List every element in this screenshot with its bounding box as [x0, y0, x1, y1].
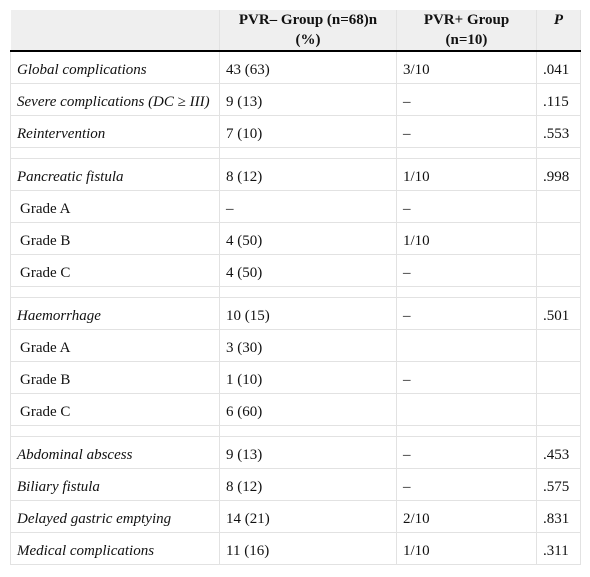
- cell: .311: [536, 532, 581, 565]
- cell: 2/10: [396, 500, 537, 533]
- row-label: Grade C: [10, 254, 220, 287]
- spacer-row: [10, 425, 581, 437]
- cell: [536, 361, 581, 394]
- header-row: PVR– Group (n=68)n (%) PVR+ Group (n=10)…: [10, 10, 581, 52]
- header-cell: PVR+ Group (n=10): [396, 10, 537, 52]
- cell: .453: [536, 436, 581, 469]
- table-body: Global complications 43 (63) 3/10.041 Sever…: [10, 50, 581, 565]
- spacer-cell: [219, 147, 397, 159]
- cell: 1/10: [396, 532, 537, 565]
- cell: 7 (10): [219, 115, 397, 148]
- cell: –: [396, 297, 537, 330]
- cell: 14 (21): [219, 500, 397, 533]
- spacer-cell: [396, 286, 537, 298]
- cell: [536, 329, 581, 362]
- table-row: Delayed gastric emptying 14 (21) 2/10.831: [10, 500, 581, 533]
- row-label: Haemorrhage: [10, 297, 220, 330]
- row-label: Reintervention: [10, 115, 220, 148]
- spacer-row: [10, 147, 581, 159]
- cell: [536, 222, 581, 255]
- table-row: Pancreatic fistula 8 (12) 1/10.998: [10, 158, 581, 191]
- table-row: Haemorrhage 10 (15) – .501: [10, 297, 581, 330]
- cell: .115: [536, 83, 581, 116]
- row-label: Delayed gastric emptying: [10, 500, 220, 533]
- table-row: Grade A – –: [10, 190, 581, 223]
- cell: [396, 329, 537, 362]
- cell: .575: [536, 468, 581, 501]
- spacer-cell: [396, 147, 537, 159]
- cell: –: [396, 115, 537, 148]
- cell: 8 (12): [219, 468, 397, 501]
- header-cell: P: [536, 10, 581, 52]
- cell: [536, 190, 581, 223]
- cell: –: [396, 190, 537, 223]
- cell: 9 (13): [219, 83, 397, 116]
- table-row: Global complications 43 (63) 3/10.041: [10, 50, 581, 84]
- cell: .553: [536, 115, 581, 148]
- spacer-cell: [219, 425, 397, 437]
- cell: .831: [536, 500, 581, 533]
- spacer-cell: [396, 425, 537, 437]
- header-cell: [10, 10, 220, 52]
- row-label: Biliary fistula: [10, 468, 220, 501]
- spacer-cell: [536, 425, 581, 437]
- spacer-cell: [10, 286, 220, 298]
- cell: .998: [536, 158, 581, 191]
- row-label: Grade A: [10, 329, 220, 362]
- cell: .041: [536, 50, 581, 84]
- cell: 1/10: [396, 158, 537, 191]
- spacer-cell: [536, 147, 581, 159]
- row-label: Grade B: [10, 222, 220, 255]
- spacer-cell: [10, 147, 220, 159]
- cell: 3/10: [396, 50, 537, 84]
- table-row: Reintervention 7 (10) – .553: [10, 115, 581, 148]
- row-label: Medical complications: [10, 532, 220, 565]
- row-label: Global complications: [10, 50, 220, 84]
- row-label: Grade B: [10, 361, 220, 394]
- cell: 1/10: [396, 222, 537, 255]
- cell: –: [396, 361, 537, 394]
- cell: –: [396, 468, 537, 501]
- table-row: Medical complications 11 (16) 1/10.311: [10, 532, 581, 565]
- cell: 4 (50): [219, 222, 397, 255]
- spacer-cell: [10, 425, 220, 437]
- cell: 11 (16): [219, 532, 397, 565]
- cell: 3 (30): [219, 329, 397, 362]
- complications-table: PVR– Group (n=68)n (%) PVR+ Group (n=10)…: [10, 10, 581, 565]
- row-label: Grade C: [10, 393, 220, 426]
- table-row: Abdominal abscess 9 (13) – .453: [10, 436, 581, 469]
- row-label: Pancreatic fistula: [10, 158, 220, 191]
- cell: 6 (60): [219, 393, 397, 426]
- cell: 8 (12): [219, 158, 397, 191]
- cell: 43 (63): [219, 50, 397, 84]
- cell: –: [219, 190, 397, 223]
- table-row: Biliary fistula 8 (12) – .575: [10, 468, 581, 501]
- cell: –: [396, 83, 537, 116]
- table-row: Severe complications (DC ≥ III) 9 (13) – .1…: [10, 83, 581, 116]
- spacer-cell: [536, 286, 581, 298]
- cell: .501: [536, 297, 581, 330]
- row-label: Grade A: [10, 190, 220, 223]
- cell: [536, 393, 581, 426]
- spacer-cell: [219, 286, 397, 298]
- cell: [536, 254, 581, 287]
- cell: –: [396, 254, 537, 287]
- cell: 1 (10): [219, 361, 397, 394]
- spacer-row: [10, 286, 581, 298]
- header-cell: PVR– Group (n=68)n (%): [219, 10, 397, 52]
- cell: 10 (15): [219, 297, 397, 330]
- cell: 4 (50): [219, 254, 397, 287]
- row-label: Severe complications (DC ≥ III): [10, 83, 220, 116]
- cell: [396, 393, 537, 426]
- cell: –: [396, 436, 537, 469]
- row-label: Abdominal abscess: [10, 436, 220, 469]
- cell: 9 (13): [219, 436, 397, 469]
